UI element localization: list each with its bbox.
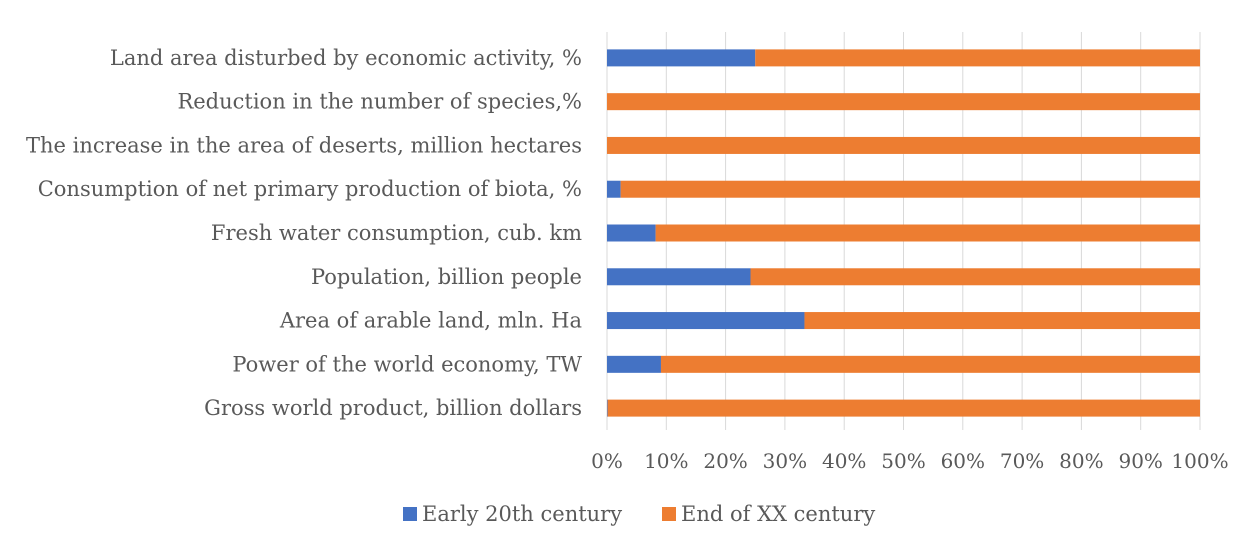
legend-item: Early 20th century <box>403 502 622 526</box>
bar-segment <box>607 268 751 286</box>
x-tick-label: 0% <box>591 449 623 473</box>
category-label: Fresh water consumption, cub. km <box>211 221 582 245</box>
x-tick-label: 60% <box>941 449 985 473</box>
legend-swatch <box>662 507 676 521</box>
legend-item: End of XX century <box>662 502 875 526</box>
bar-segment <box>607 399 1200 417</box>
x-tick-label: 20% <box>703 449 747 473</box>
category-label: Consumption of net primary production of… <box>38 177 582 201</box>
legend-label: Early 20th century <box>422 502 622 526</box>
category-label: Land area disturbed by economic activity… <box>110 46 582 70</box>
bar-segment <box>607 355 661 373</box>
legend-swatch <box>403 507 417 521</box>
x-tick-label: 100% <box>1171 449 1228 473</box>
category-label: Population, billion people <box>311 265 582 289</box>
bar-segment <box>607 224 656 242</box>
bar-segment <box>620 180 1200 198</box>
bars <box>607 49 1200 417</box>
category-label: The increase in the area of deserts, mil… <box>26 133 582 157</box>
bar-segment <box>607 180 621 198</box>
bar-segment <box>607 312 805 330</box>
bar-segment <box>607 49 756 67</box>
bar-segment <box>607 93 1200 111</box>
x-tick-label: 70% <box>1000 449 1044 473</box>
x-tick-label: 10% <box>644 449 688 473</box>
bar-segment <box>607 136 1200 154</box>
bar-segment <box>655 224 1200 242</box>
category-label: Reduction in the number of species,% <box>177 90 582 114</box>
x-tick-label: 50% <box>881 449 925 473</box>
bar-segment <box>660 355 1200 373</box>
category-labels: Land area disturbed by economic activity… <box>26 46 582 420</box>
legend: Early 20th century End of XX century <box>403 502 875 526</box>
x-tick-label: 90% <box>1118 449 1162 473</box>
bar-segment <box>755 49 1200 67</box>
x-tick-label: 30% <box>763 449 807 473</box>
bar-segment <box>750 268 1200 286</box>
bar-segment <box>607 399 608 417</box>
x-tick-label: 80% <box>1059 449 1103 473</box>
category-label: Power of the world economy, TW <box>232 352 582 376</box>
bar-segment <box>804 312 1200 330</box>
category-label: Gross world product, billion dollars <box>204 396 582 420</box>
x-axis-ticks: 0% 10% 20% 30% 40% 50% 60% 70% 80% 90% 100% <box>591 449 1228 473</box>
x-tick-label: 40% <box>822 449 866 473</box>
legend-label: End of XX century <box>681 502 875 526</box>
category-label: Area of arable land, mln. Ha <box>279 309 582 333</box>
